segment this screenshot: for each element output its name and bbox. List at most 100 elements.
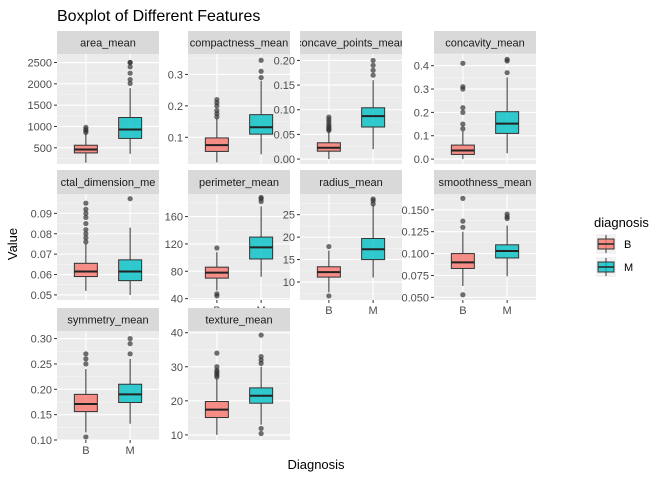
y-tick-label: 0.0 [414, 154, 429, 166]
box-B [316, 243, 341, 299]
boxes-group [204, 194, 274, 299]
outlier-point [258, 57, 264, 63]
outlier-point [127, 70, 133, 76]
boxes-group [450, 56, 520, 160]
y-tick-label: 0.10 [274, 105, 295, 117]
y-tick-label: 0.08 [31, 229, 52, 241]
y-tick-label: 2500 [28, 58, 52, 70]
outlier-point [460, 224, 466, 230]
x-tick-label: M [126, 445, 135, 457]
y-tick-label: 0.10 [31, 435, 52, 447]
strip-label: compactness_mean [190, 38, 288, 50]
boxes-group [73, 336, 143, 440]
boxes-group [204, 57, 274, 163]
outlier-point [258, 74, 264, 81]
y-tick-label: 0.2 [414, 107, 429, 119]
outlier-point [83, 351, 89, 357]
outlier-point [460, 218, 466, 224]
y-tick-label: 0.150 [401, 205, 429, 217]
outlier-point [214, 291, 220, 297]
facet-radius-mean: radius_mean 10 15 20 25 B M [283, 170, 402, 317]
facet-perimeter-mean: perimeter_mean4080120160BM [165, 170, 290, 317]
boxes-group [316, 57, 386, 160]
box-body [450, 253, 475, 269]
facet-fractal-dimension-mean: ctal_dimension_me 0.05 0.06 0.07 0.08 0.09 [31, 170, 159, 302]
outlier-point [460, 109, 466, 115]
outlier-point [504, 70, 510, 76]
box-body [73, 393, 98, 413]
outlier-point [127, 341, 133, 347]
y-tick-label: 40 [171, 328, 183, 340]
y-tick-label: 40 [171, 294, 183, 306]
y-tick-label: 0.05 [274, 129, 295, 141]
box-B [450, 195, 475, 298]
outlier-point [460, 84, 466, 90]
x-tick-label: B [325, 305, 332, 317]
outlier-point [460, 121, 466, 127]
facet-concavity-mean: concavity_mean 0.0 0.1 0.2 0.3 0.4 [414, 31, 536, 166]
outlier-point [83, 361, 89, 367]
x-tick-label: M [503, 305, 512, 317]
panel-background [57, 194, 159, 300]
outlier-point [258, 425, 264, 432]
facet-smoothness-mean: smoothness_mean 0.050 0.075 0.100 0.125 0.150… [401, 170, 536, 317]
box-B [316, 114, 341, 160]
box-M [118, 336, 143, 424]
y-tick-label: 0.075 [401, 270, 429, 282]
outlier-point [370, 67, 376, 73]
outlier-point [127, 59, 133, 66]
y-tick-label: 80 [171, 266, 183, 278]
box-M [495, 211, 520, 277]
outlier-point [258, 430, 264, 437]
outlier-point [127, 336, 133, 342]
box-M [361, 196, 386, 278]
outlier-point [460, 126, 466, 132]
strip-background [57, 308, 159, 331]
outlier-point [258, 194, 264, 201]
outlier-point [83, 231, 89, 237]
box-M [249, 57, 274, 155]
box-M [249, 332, 274, 437]
strip-background [300, 31, 402, 54]
y-tick-label: 0.125 [401, 227, 429, 239]
boxes-group [73, 59, 143, 163]
legend-item-M: M [596, 257, 633, 277]
outlier-point [258, 68, 264, 74]
y-tick-label: 15 [283, 255, 295, 267]
outlier-point [127, 80, 133, 87]
box-M [361, 57, 386, 150]
box-B [73, 200, 98, 291]
strip-background [434, 170, 536, 194]
y-tick-label: 0.15 [31, 410, 52, 422]
strip-label: symmetry_mean [67, 315, 148, 327]
x-tick-label: B [82, 445, 89, 457]
y-tick-label: 120 [165, 239, 183, 251]
legend-label: B [624, 239, 631, 251]
strip-label: radius_mean [319, 177, 383, 189]
y-tick-label: 500 [34, 143, 52, 155]
outlier-point [214, 96, 220, 103]
outlier-point [370, 57, 376, 64]
strip-label: ctal_dimension_me [61, 177, 156, 189]
outlier-point [460, 105, 466, 111]
y-tick-label: 0.20 [31, 384, 52, 396]
strip-background [188, 31, 290, 54]
outlier-point [258, 353, 264, 360]
y-tick-label: 0.1 [168, 132, 183, 144]
y-tick-label: 0.00 [274, 154, 295, 166]
y-tick-label: 0.15 [274, 80, 295, 92]
strip-label: concavity_mean [445, 38, 525, 50]
box-M [495, 56, 520, 154]
strip-background [188, 170, 290, 194]
strip-label: texture_mean [205, 315, 272, 327]
outlier-point [370, 62, 376, 68]
outlier-point [326, 114, 332, 120]
y-tick-label: 0.07 [31, 249, 52, 261]
panel-background [57, 331, 159, 440]
y-tick-label: 1000 [28, 121, 52, 133]
legend-label: M [624, 262, 633, 274]
strip-background [300, 170, 402, 194]
y-axis-title: Value [5, 228, 20, 260]
outlier-point [83, 235, 89, 241]
